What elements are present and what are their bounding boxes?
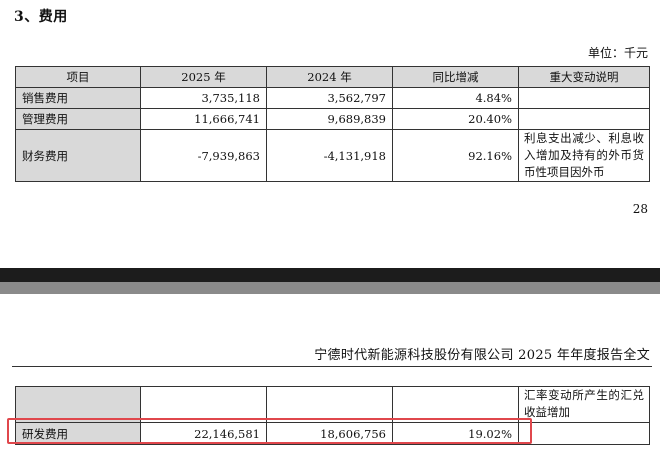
- row-2025: 3,735,118: [140, 87, 267, 109]
- page-break-band-light: [0, 282, 660, 294]
- row-change: 19.02%: [392, 422, 519, 445]
- page-break-band: [0, 268, 660, 282]
- unit-label: 单位：千元: [587, 46, 648, 60]
- header-note: 重大变动说明: [518, 66, 650, 88]
- row-2024: -4,131,918: [266, 129, 393, 182]
- row-2024: 9,689,839: [266, 108, 393, 130]
- row-change: 20.40%: [392, 108, 519, 130]
- header-2024: 2024 年: [266, 66, 393, 88]
- header-2025: 2025 年: [140, 66, 267, 88]
- row-2025: -7,939,863: [140, 129, 267, 182]
- row-note: [518, 108, 650, 130]
- header-change: 同比增减: [392, 66, 519, 88]
- row-item: 销售费用: [15, 87, 141, 109]
- row-change: 92.16%: [392, 129, 519, 182]
- row-2024: 3,562,797: [266, 87, 393, 109]
- row-note-continued: 汇率变动所产生的汇兑收益增加: [518, 386, 650, 423]
- expense-table-part1: 项目 2025 年 2024 年 同比增减 重大变动说明 销售费用 3,735,…: [15, 66, 650, 182]
- row-change: 4.84%: [392, 87, 519, 109]
- section-title: 3、费用: [14, 9, 68, 25]
- row-item: 研发费用: [15, 422, 141, 445]
- row-note: [518, 422, 650, 445]
- table-row: 管理费用 11,666,741 9,689,839 20.40%: [15, 108, 650, 130]
- table-row: 销售费用 3,735,118 3,562,797 4.84%: [15, 87, 650, 109]
- header-item: 项目: [15, 66, 141, 88]
- header-rule: [12, 366, 652, 367]
- page-number: 28: [632, 202, 648, 216]
- highlight-box: [7, 418, 532, 444]
- row-note: [518, 87, 650, 109]
- report-header: 宁德时代新能源科技股份有限公司 2025 年年度报告全文: [314, 348, 650, 363]
- row-2025: 22,146,581: [140, 422, 267, 445]
- expense-table-part2: 汇率变动所产生的汇兑收益增加 研发费用 22,146,581 18,606,75…: [15, 386, 650, 445]
- row-note: 利息支出减少、利息收入增加及持有的外币货币性项目因外币: [518, 129, 650, 182]
- row-item: 财务费用: [15, 129, 141, 182]
- row-2024: 18,606,756: [266, 422, 393, 445]
- row-item: 管理费用: [15, 108, 141, 130]
- row-2025: 11,666,741: [140, 108, 267, 130]
- table-row: 财务费用 -7,939,863 -4,131,918 92.16% 利息支出减少…: [15, 129, 650, 182]
- table-row: 研发费用 22,146,581 18,606,756 19.02%: [15, 422, 650, 445]
